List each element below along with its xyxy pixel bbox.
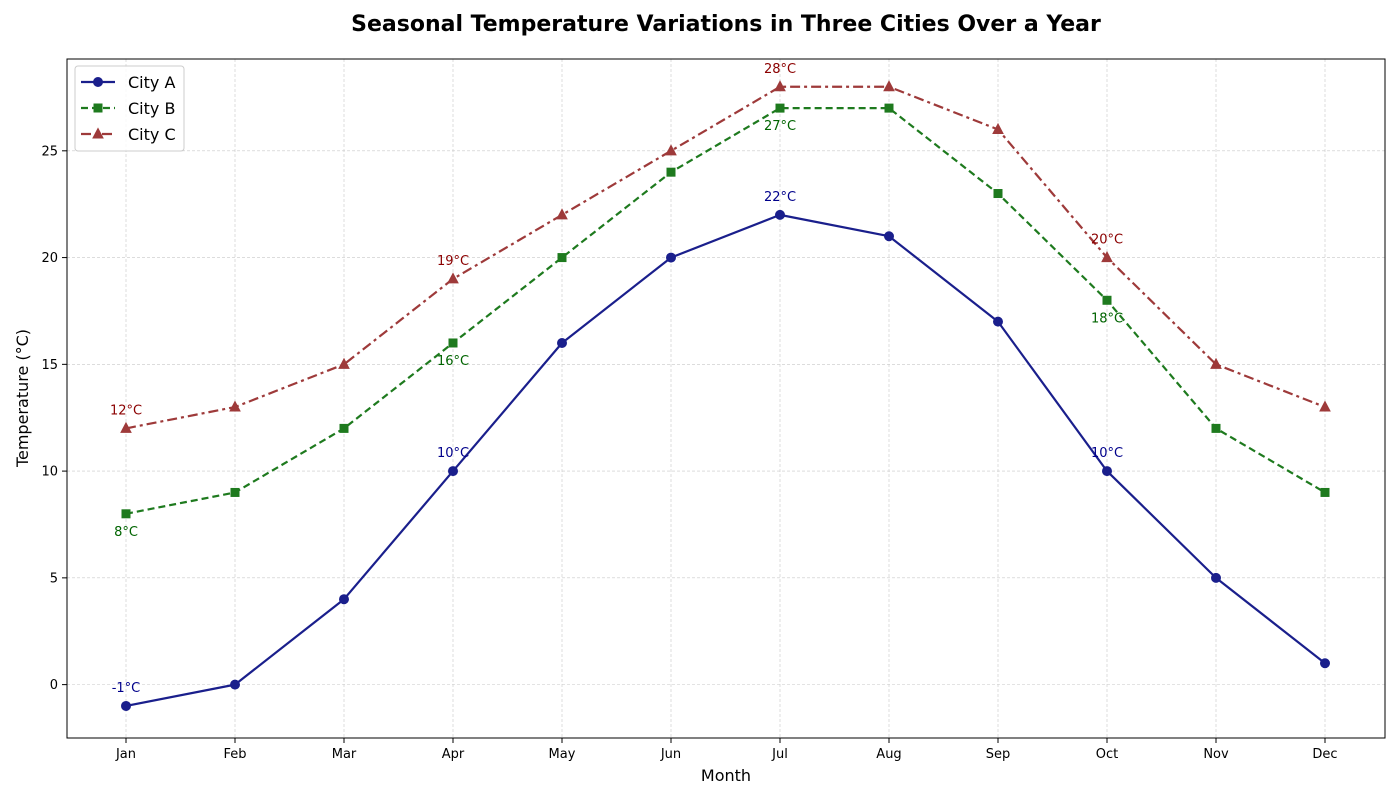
series-line — [125, 213, 1326, 708]
legend-marker — [93, 77, 103, 87]
data-point — [884, 231, 894, 242]
data-point — [230, 487, 240, 497]
data-point — [121, 700, 131, 711]
y-axis: 0 5 10 15 20 25 — [41, 144, 67, 693]
data-point — [121, 509, 131, 519]
series-line — [125, 85, 1326, 430]
data-point — [1320, 487, 1330, 497]
data-point — [775, 103, 785, 113]
data-label: 19°C — [437, 254, 469, 269]
x-tick-label: Aug — [876, 747, 901, 762]
data-label: 18°C — [1091, 311, 1123, 326]
data-point — [1211, 423, 1221, 433]
plot-frame — [66, 58, 1386, 739]
y-tick-label: 20 — [41, 251, 58, 266]
legend-marker — [92, 127, 104, 139]
series-3 — [120, 80, 1331, 433]
x-tick-label: Jul — [771, 747, 788, 762]
data-label: 10°C — [1091, 446, 1123, 461]
x-tick-label: Feb — [223, 747, 246, 762]
x-axis-label: Month — [701, 766, 751, 785]
data-label: -1°C — [112, 681, 141, 696]
data-point — [339, 423, 349, 433]
data-label: 12°C — [110, 403, 142, 418]
data-point — [447, 272, 459, 284]
grid-lines — [67, 59, 1385, 738]
x-tick-label: Jun — [660, 747, 681, 762]
y-tick-label: 0 — [50, 678, 58, 693]
data-point — [992, 122, 1004, 134]
data-point — [1102, 466, 1112, 477]
x-tick-label: Mar — [332, 747, 357, 762]
x-tick-label: Jan — [115, 747, 136, 762]
y-tick-label: 10 — [41, 465, 58, 480]
data-point — [339, 594, 349, 605]
y-tick-label: 5 — [50, 571, 58, 586]
x-tick-label: Apr — [442, 747, 465, 762]
data-point — [338, 357, 350, 369]
data-label: 20°C — [1091, 233, 1123, 248]
series-line — [125, 107, 1326, 515]
data-point — [774, 80, 786, 92]
x-tick-label: Nov — [1203, 747, 1229, 762]
legend-item: City A — [81, 73, 175, 92]
series-2 — [121, 103, 1330, 519]
x-tick-label: May — [549, 747, 576, 762]
legend: City A City B City C — [74, 65, 185, 152]
data-point — [665, 144, 677, 156]
data-point — [448, 338, 458, 348]
data-label: 28°C — [764, 62, 796, 77]
x-tick-label: Dec — [1312, 747, 1337, 762]
data-label: 10°C — [437, 446, 469, 461]
data-point — [993, 316, 1003, 327]
x-axis: Jan Feb Mar Apr May Jun Jul Aug Sep Oct Nov Dec — [115, 738, 1338, 762]
series-layer — [120, 80, 1331, 711]
legend-label: City C — [128, 125, 176, 144]
series-1 — [121, 209, 1330, 711]
data-point — [1319, 400, 1331, 412]
legend-label: City B — [128, 99, 175, 118]
y-axis-label: Temperature (°C) — [13, 329, 32, 468]
y-tick-label: 15 — [41, 358, 58, 373]
legend-item: City B — [81, 99, 175, 118]
legend-item: City C — [81, 125, 176, 144]
x-tick-label: Oct — [1096, 747, 1118, 762]
legend-marker — [93, 103, 103, 113]
data-point — [557, 337, 567, 348]
x-tick-label: Sep — [986, 747, 1011, 762]
y-tick-label: 25 — [41, 144, 58, 159]
data-point — [884, 103, 894, 113]
data-label: 22°C — [764, 190, 796, 205]
legend-label: City A — [128, 73, 175, 92]
data-point — [666, 167, 676, 177]
data-point — [1211, 572, 1221, 583]
chart-title: Seasonal Temperature Variations in Three… — [351, 12, 1101, 37]
data-point — [230, 679, 240, 690]
data-point — [448, 466, 458, 477]
data-point — [1320, 658, 1330, 669]
data-label: 16°C — [437, 354, 469, 369]
legend-box — [74, 65, 185, 152]
data-label: 27°C — [764, 119, 796, 134]
data-point — [1210, 357, 1222, 369]
data-label: 8°C — [114, 525, 138, 540]
data-point — [883, 80, 895, 92]
data-point — [229, 400, 241, 412]
data-point — [993, 189, 1003, 199]
data-point — [775, 209, 785, 220]
data-point — [556, 208, 568, 220]
data-point — [120, 421, 132, 433]
annotation-layer: -1°C 10°C 22°C 10°C 8°C 16°C 27°C 18°C 12°C 19°C 2… — [110, 62, 1123, 696]
data-point — [1102, 295, 1112, 305]
data-point — [557, 253, 567, 263]
data-point — [666, 252, 676, 263]
data-point — [1101, 251, 1113, 263]
